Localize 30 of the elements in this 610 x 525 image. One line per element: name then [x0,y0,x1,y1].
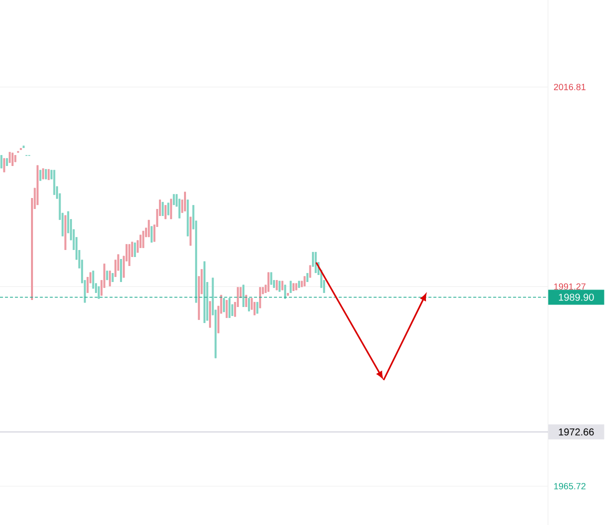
candlestick [0,154,2,169]
candlestick [98,286,100,300]
candlestick [128,244,130,266]
candlestick [44,168,47,180]
candlestick [150,226,153,243]
candlestick [12,152,14,166]
candlestick [267,272,270,292]
candlestick [164,204,167,220]
candlestick [290,280,292,294]
candlestick [92,270,94,289]
candlestick [3,158,6,173]
candlestick [248,298,250,312]
y-tick-label: 1991.27 [554,283,586,290]
candlestick [259,286,262,308]
candlestick [228,298,230,318]
candlestick [86,276,89,294]
candlestick [134,242,136,258]
y-tick-label: 1965.72 [554,482,586,490]
candlestick [309,264,312,278]
candlestick [304,276,306,287]
candlestick [226,300,228,318]
candlestick [184,191,186,212]
candlestick [222,298,225,312]
candlestick [108,270,111,287]
candlestick [167,202,170,216]
candlestick [270,272,272,286]
ref-line-label: 1972.66 [558,428,594,436]
ref-line-label: 1989.90 [558,294,594,301]
candlestick [139,234,142,248]
y-tick-label: 2016.81 [554,84,586,90]
